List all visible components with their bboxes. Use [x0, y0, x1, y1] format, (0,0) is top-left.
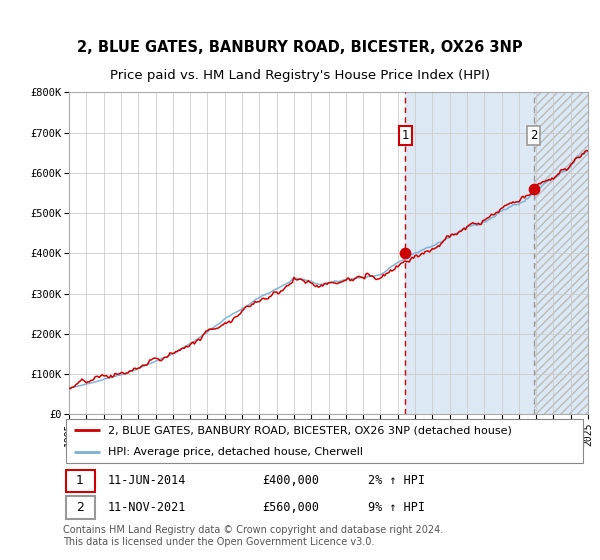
Text: £560,000: £560,000: [263, 501, 320, 514]
Bar: [406, 92, 533, 414]
Text: 2, BLUE GATES, BANBURY ROAD, BICESTER, OX26 3NP: 2, BLUE GATES, BANBURY ROAD, BICESTER, O…: [77, 40, 523, 55]
Text: 11-JUN-2014: 11-JUN-2014: [107, 474, 186, 487]
Text: Contains HM Land Registry data © Crown copyright and database right 2024.
This d: Contains HM Land Registry data © Crown c…: [63, 525, 443, 547]
Text: 2% ↑ HPI: 2% ↑ HPI: [367, 474, 425, 487]
Text: 9% ↑ HPI: 9% ↑ HPI: [367, 501, 425, 514]
Text: Price paid vs. HM Land Registry's House Price Index (HPI): Price paid vs. HM Land Registry's House …: [110, 69, 490, 82]
Point: [529, 185, 538, 194]
Text: 1: 1: [401, 129, 409, 142]
Text: 2: 2: [530, 129, 538, 142]
Text: 11-NOV-2021: 11-NOV-2021: [107, 501, 186, 514]
Text: £400,000: £400,000: [263, 474, 320, 487]
Text: 1: 1: [76, 474, 84, 487]
FancyBboxPatch shape: [65, 470, 95, 492]
FancyBboxPatch shape: [65, 419, 583, 463]
Bar: [533, 92, 588, 414]
Text: 2, BLUE GATES, BANBURY ROAD, BICESTER, OX26 3NP (detached house): 2, BLUE GATES, BANBURY ROAD, BICESTER, O…: [107, 425, 511, 435]
Text: HPI: Average price, detached house, Cherwell: HPI: Average price, detached house, Cher…: [107, 447, 362, 457]
Point: [401, 249, 410, 258]
Text: 2: 2: [76, 501, 84, 514]
FancyBboxPatch shape: [65, 496, 95, 519]
